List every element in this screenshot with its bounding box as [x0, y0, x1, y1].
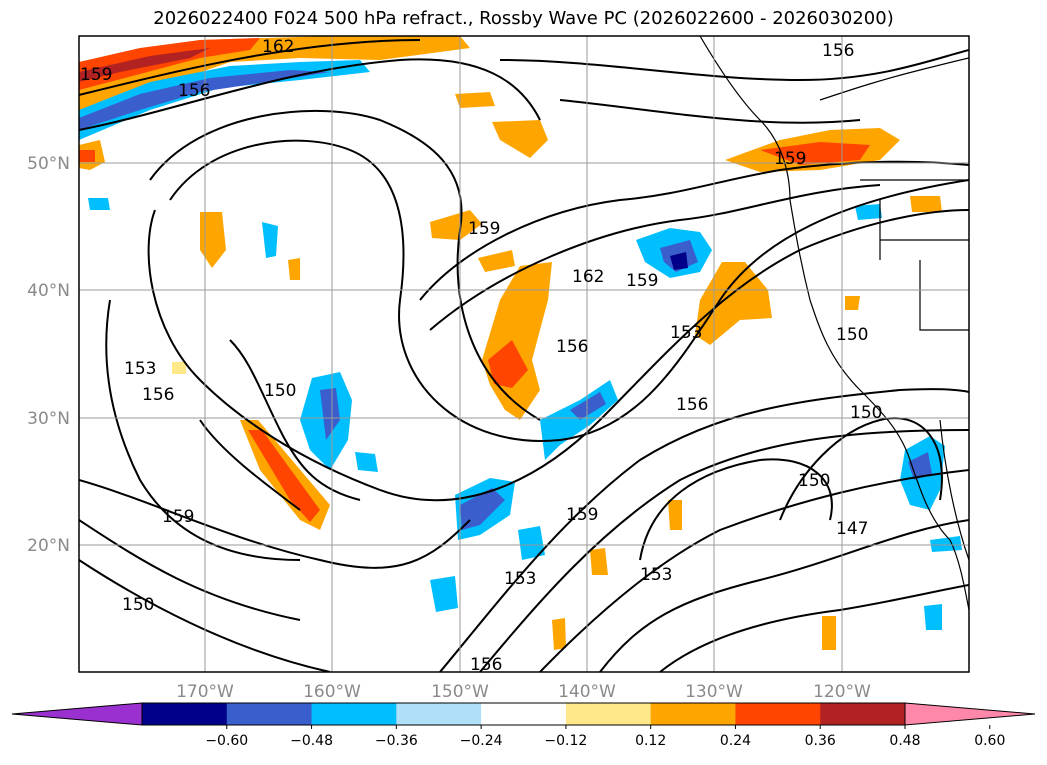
contour-label: 153: [640, 565, 672, 585]
lon-label: 140°W: [558, 682, 616, 702]
colorbar-tick-label: −0.60: [205, 733, 248, 749]
contour-lines: [79, 39, 969, 672]
colorbar-swatch: [650, 703, 736, 725]
colorbar-swatch: [311, 703, 397, 725]
contour-label: 159: [80, 65, 112, 85]
contour-label: 162: [262, 37, 294, 57]
colorbar-tick-label: −0.48: [290, 733, 333, 749]
contour-label: 156: [822, 41, 854, 61]
lon-label: 130°W: [685, 682, 743, 702]
lon-label: 120°W: [813, 682, 871, 702]
colorbar-swatch: [820, 703, 906, 725]
contour-label: 156: [470, 655, 502, 675]
contour-label: 159: [468, 219, 500, 239]
contour-label: 156: [556, 337, 588, 357]
colorbar-tick-label: 0.24: [720, 733, 751, 749]
colorbar-tick-label: −0.36: [375, 733, 418, 749]
contour-label: 156: [676, 395, 708, 415]
contour-label: 159: [774, 149, 806, 169]
contour-label: 162: [572, 267, 604, 287]
colorbar-swatch: [226, 703, 313, 725]
longitude-labels: 170°W 160°W 150°W 140°W 130°W 120°W: [176, 682, 871, 702]
lon-label: 170°W: [176, 682, 234, 702]
contour-label: 147: [836, 519, 868, 539]
colorbar-swatch: [396, 703, 482, 725]
plot-border: [78, 35, 970, 673]
contour-label: 150: [798, 471, 830, 491]
colorbar-extend-low: [11, 702, 143, 726]
latitude-labels: 50°N 40°N 30°N 20°N: [27, 154, 70, 556]
contour-label: 159: [162, 507, 194, 527]
colorbar-tick-label: 0.48: [889, 733, 920, 749]
contour-label: 156: [142, 385, 174, 405]
lat-label: 30°N: [27, 409, 70, 429]
colorbar-swatch: [565, 703, 652, 725]
contour-labels: 162 159 156 159 162 159 156 153 153 156 …: [80, 37, 882, 675]
lon-label: 160°W: [303, 682, 361, 702]
contour-label: 153: [670, 323, 702, 343]
colorbar: −0.60 −0.48 −0.36 −0.24 −0.12 0.12 0.24 0.36 0.4…: [11, 702, 1036, 749]
grid-lines: [79, 36, 969, 672]
colorbar-tick-label: −0.24: [460, 733, 503, 749]
lat-label: 20°N: [27, 536, 70, 556]
contour-label: 153: [124, 359, 156, 379]
lat-label: 40°N: [27, 281, 70, 301]
lat-label: 50°N: [27, 154, 70, 174]
colorbar-tick-label: 0.60: [974, 733, 1005, 749]
coastlines: [699, 36, 969, 611]
lon-label: 150°W: [431, 682, 489, 702]
colorbar-tick-label: 0.12: [635, 733, 666, 749]
contour-label: 153: [504, 569, 536, 589]
contour-label: 159: [566, 505, 598, 525]
contour-label: 150: [264, 381, 296, 401]
colorbar-tick-label: 0.36: [805, 733, 836, 749]
colorbar-swatch: [142, 703, 228, 725]
contour-label: 150: [122, 595, 154, 615]
colorbar-tick-label: −0.12: [544, 733, 587, 749]
contour-label: 150: [836, 325, 868, 345]
contour-label: 159: [626, 271, 658, 291]
colorbar-outline: [141, 702, 906, 726]
colorbar-extend-high: [904, 702, 1036, 726]
contour-label: 150: [850, 403, 882, 423]
contour-label: 156: [178, 81, 210, 101]
colorbar-swatch: [481, 703, 567, 725]
map-title: 2026022400 F024 500 hPa refract., Rossby…: [153, 8, 894, 29]
colorbar-swatch: [735, 703, 821, 725]
